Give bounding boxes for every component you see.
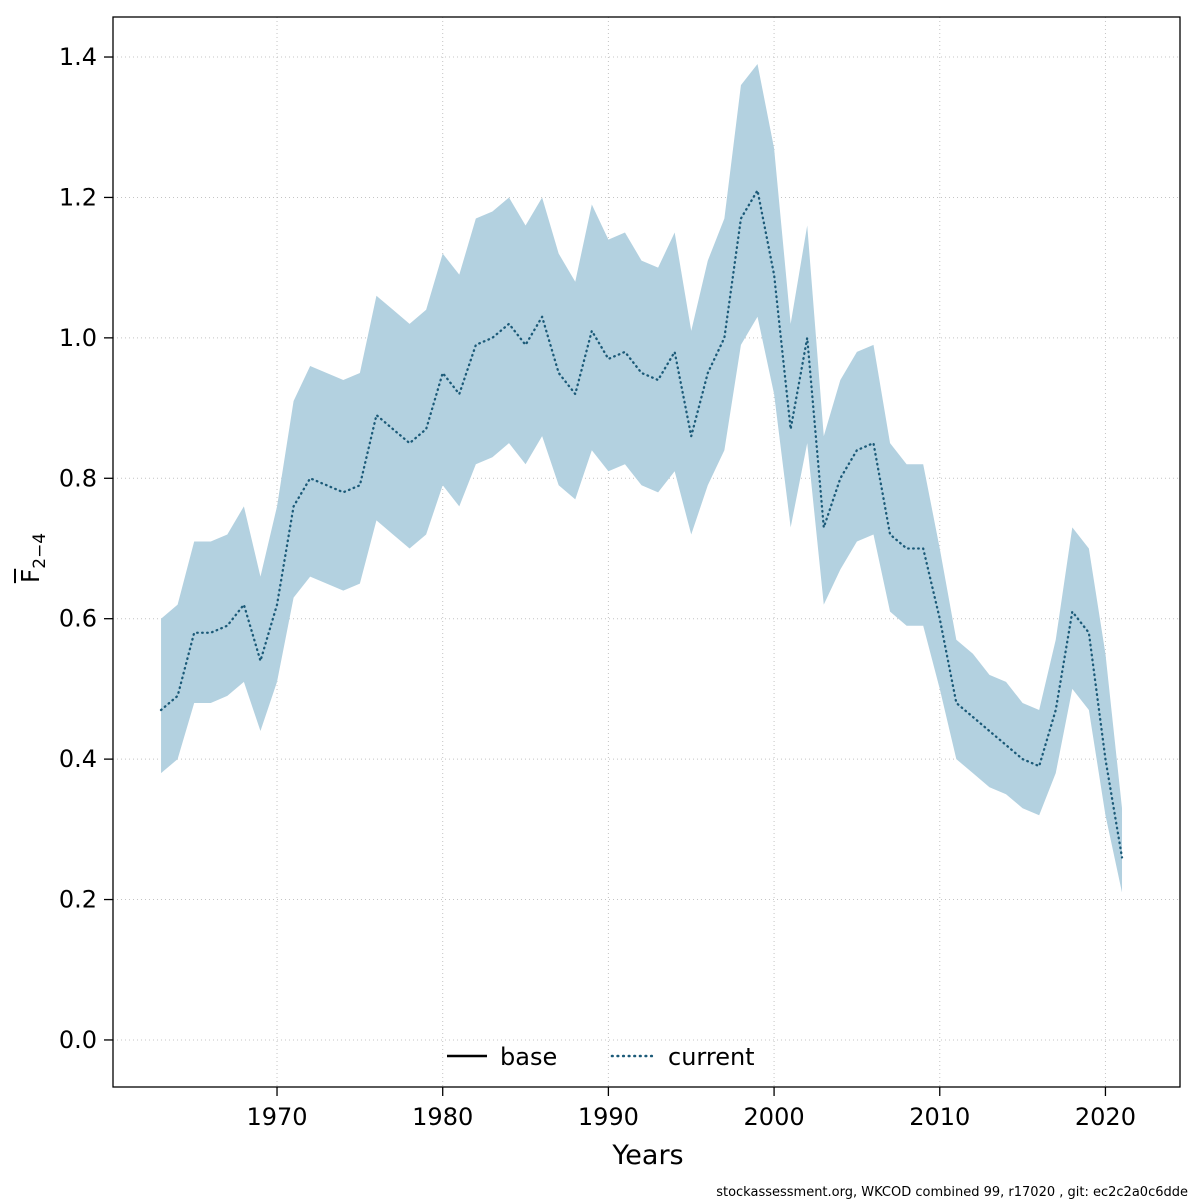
- x-tick-label: 2010: [909, 1103, 970, 1131]
- y-tick-label: 1.0: [59, 324, 97, 352]
- legend-base-label: base: [500, 1043, 557, 1071]
- footer-text: stockassessment.org, WKCOD combined 99, …: [716, 1185, 1188, 1200]
- y-axis-title-subscript: 2−4: [30, 532, 50, 569]
- confidence-band-area: [161, 64, 1123, 893]
- x-tick-label: 2000: [744, 1103, 805, 1131]
- y-tick-label: 0.6: [59, 605, 97, 633]
- current-line: [159, 189, 1124, 859]
- x-tick-label: 1980: [412, 1103, 473, 1131]
- x-tick-label: 1970: [246, 1103, 307, 1131]
- y-axis: 0.0 0.2 0.4 0.6 0.8 1.0 1.2 1.4: [59, 43, 113, 1054]
- y-axis-title-letter: F: [16, 568, 45, 584]
- legend-current-label: current: [668, 1043, 755, 1071]
- y-tick-label: 0.4: [59, 745, 97, 773]
- y-tick-label: 1.4: [59, 43, 97, 71]
- x-tick-label: 1990: [578, 1103, 639, 1131]
- x-tick-label: 2020: [1075, 1103, 1136, 1131]
- y-tick-label: 0.8: [59, 464, 97, 492]
- legend: base current: [447, 1043, 755, 1071]
- x-axis: 1970 1980 1990 2000 2010 2020: [246, 1087, 1136, 1131]
- y-tick-label: 0.2: [59, 886, 97, 914]
- y-tick-label: 1.2: [59, 183, 97, 211]
- y-axis-title: F2−4: [16, 463, 50, 653]
- confidence-band: [161, 64, 1123, 893]
- x-axis-title: Years: [611, 1140, 683, 1171]
- plot-panel: [112, 16, 1181, 1088]
- current-line-path: [159, 189, 1124, 859]
- y-tick-label: 0.0: [59, 1026, 97, 1054]
